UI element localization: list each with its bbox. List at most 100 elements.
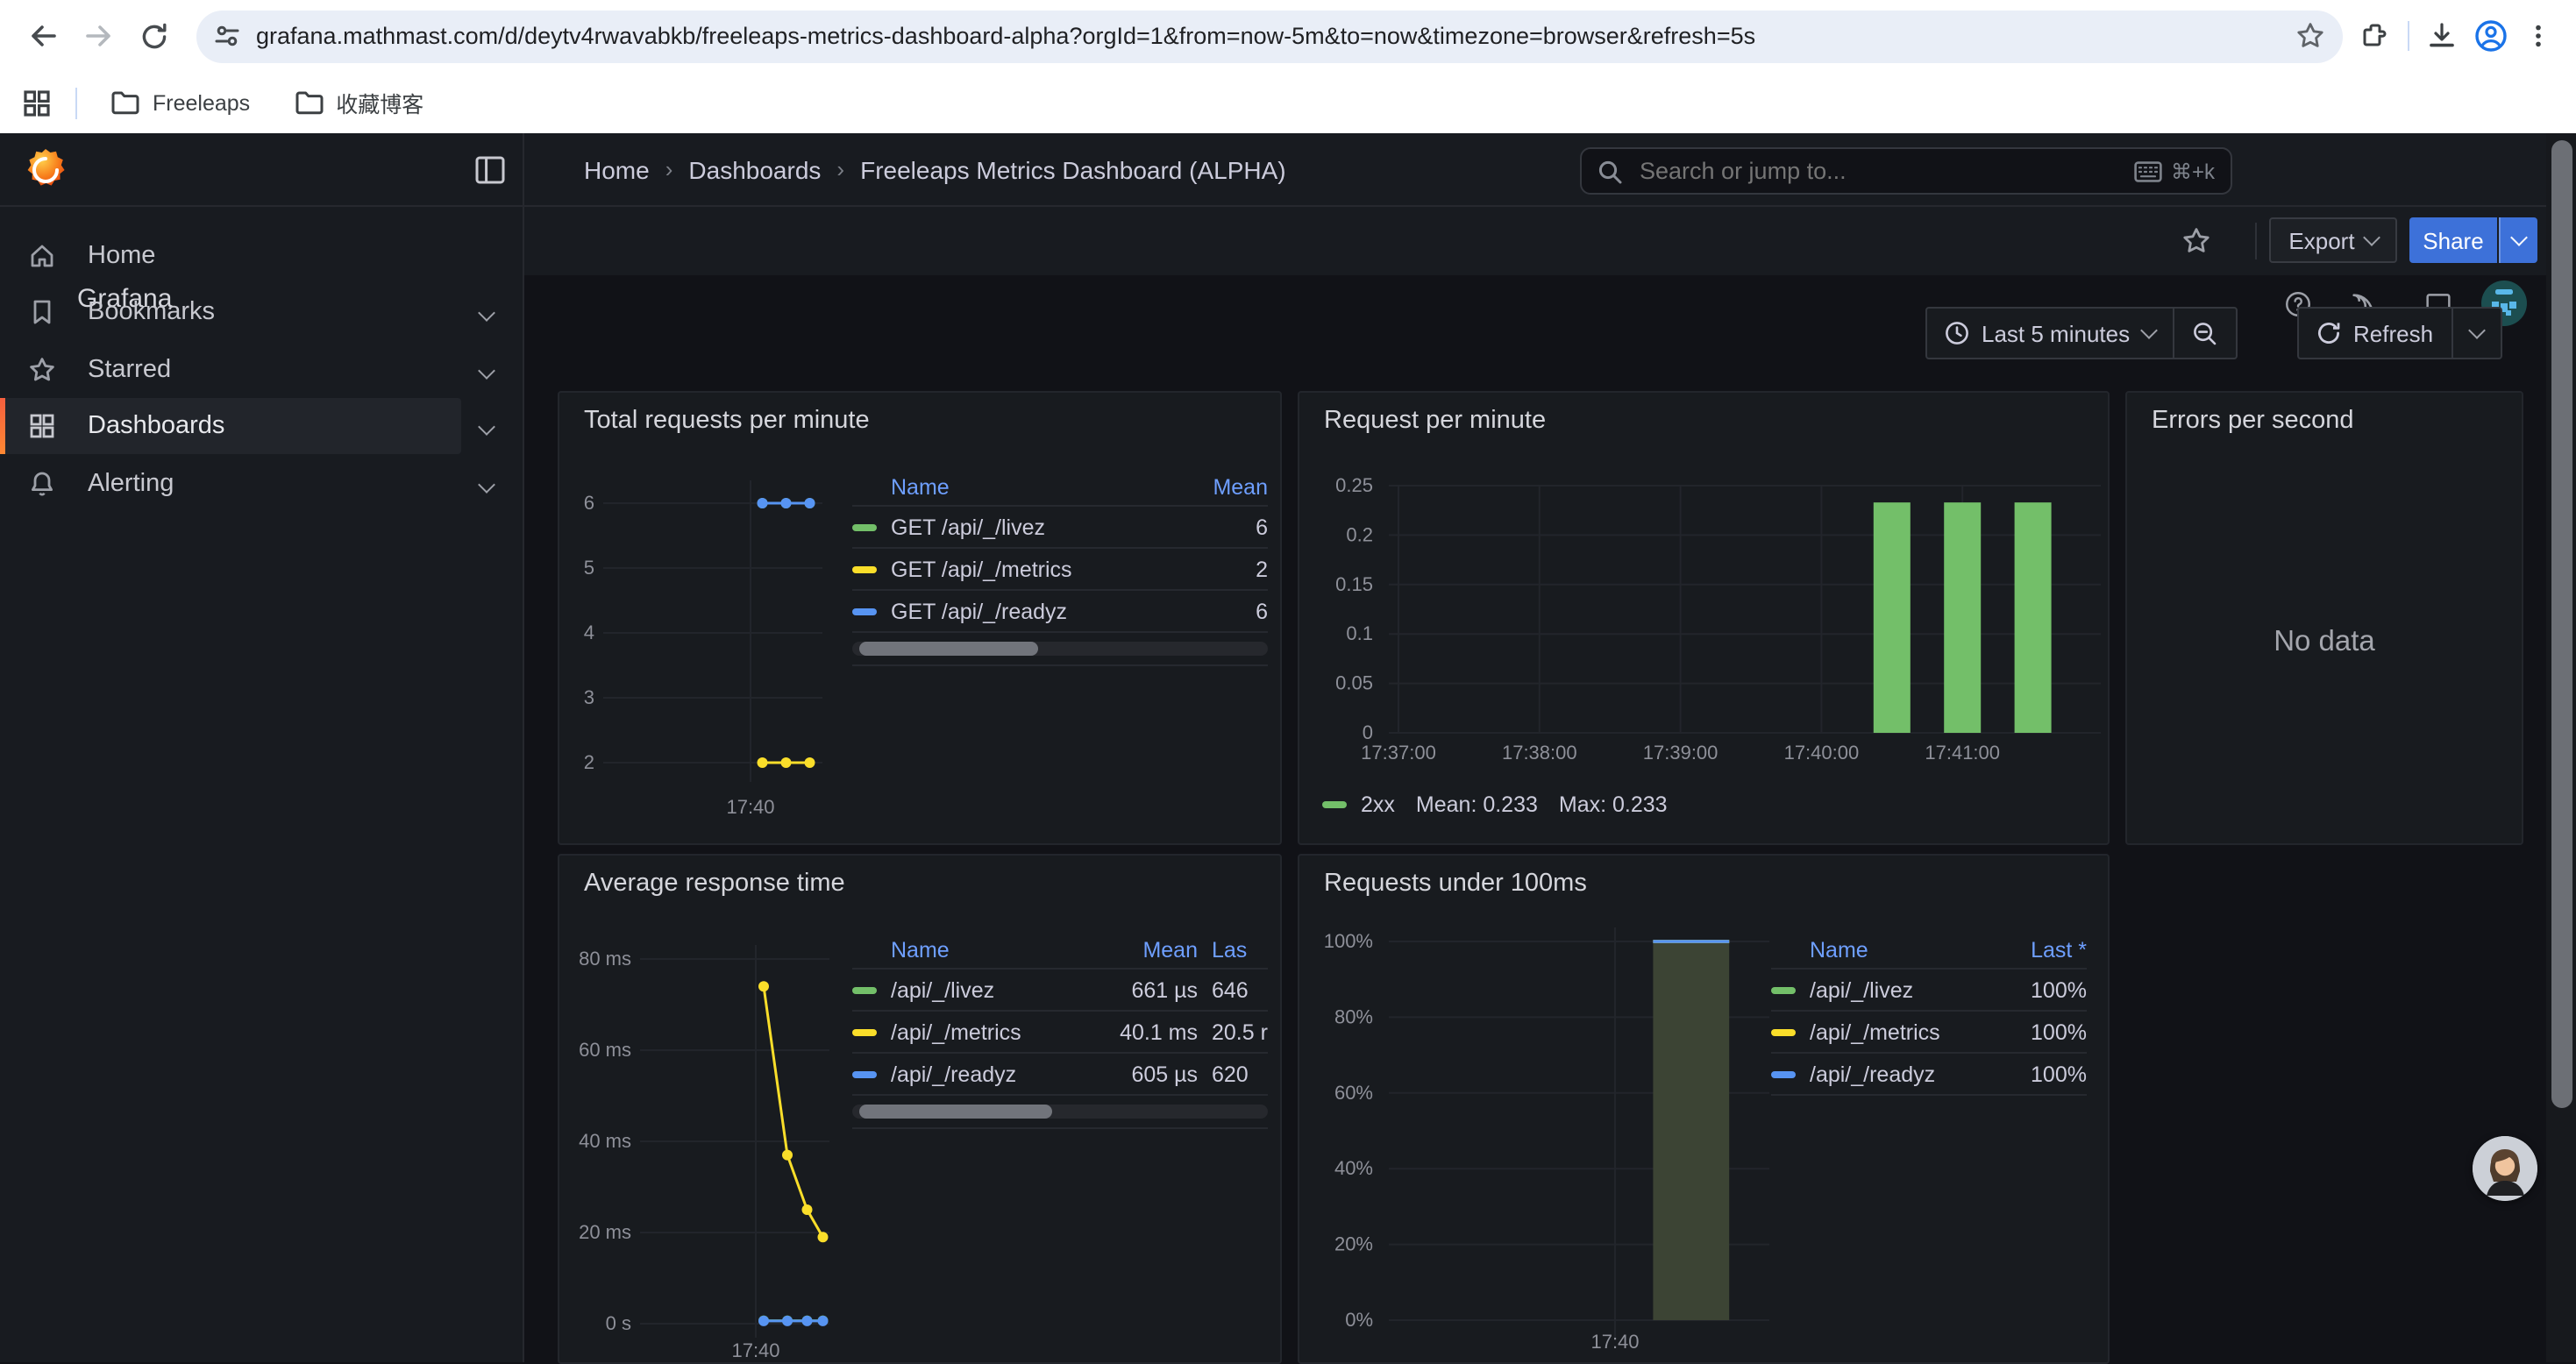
svg-text:17:38:00: 17:38:00: [1502, 742, 1577, 764]
sidebar-item-starred[interactable]: Starred: [0, 342, 524, 398]
floating-avatar[interactable]: [2473, 1136, 2537, 1201]
series-color-chip[interactable]: [1322, 801, 1347, 808]
svg-text:80 ms: 80 ms: [579, 948, 631, 970]
no-data-message: No data: [2127, 626, 2522, 659]
series-color-chip[interactable]: [852, 986, 877, 993]
sidebar-item-label: Home: [88, 242, 524, 270]
star-icon: [28, 356, 56, 384]
sidebar-item-dashboards[interactable]: Dashboards: [0, 398, 524, 454]
url-bar[interactable]: grafana.mathmast.com/d/deytv4rwavabkb/fr…: [196, 10, 2343, 62]
refresh-interval-dropdown[interactable]: [2452, 309, 2500, 358]
series-color-chip[interactable]: [852, 1070, 877, 1077]
table-scrollbar[interactable]: [852, 642, 1268, 656]
panel-title[interactable]: Total requests per minute: [584, 407, 870, 435]
apps-grid-icon[interactable]: [21, 87, 53, 118]
share-button[interactable]: Share: [2409, 217, 2497, 263]
page-scrollbar-thumb[interactable]: [2551, 140, 2572, 1108]
url-text: grafana.mathmast.com/d/deytv4rwavabkb/fr…: [256, 23, 2280, 49]
refresh-icon: [2316, 321, 2341, 345]
active-item-indicator: [0, 398, 5, 454]
series-color-chip[interactable]: [1771, 986, 1796, 993]
star-dashboard-icon[interactable]: [2181, 226, 2211, 256]
series-color-chip[interactable]: [852, 1028, 877, 1035]
table-row[interactable]: /api/_/livez 100%: [1771, 970, 2087, 1012]
table-row[interactable]: GET /api/_/readyz 6: [852, 591, 1268, 633]
sidebar-item-bookmarks[interactable]: Bookmarks: [0, 284, 524, 340]
back-button[interactable]: [18, 11, 67, 60]
table-bottom-border: [852, 1127, 1268, 1129]
scrollbar-thumb[interactable]: [859, 1105, 1052, 1119]
scrollbar-thumb[interactable]: [859, 642, 1038, 656]
sidebar-toggle-icon[interactable]: [475, 156, 505, 184]
series-color-chip[interactable]: [852, 565, 877, 572]
legend-series-name: 2xx: [1361, 792, 1395, 817]
profile-icon[interactable]: [2474, 19, 2508, 53]
chevron-down-icon[interactable]: [478, 417, 495, 435]
refresh-button[interactable]: Refresh: [2299, 309, 2451, 358]
svg-text:5: 5: [584, 557, 594, 579]
chevron-down-icon[interactable]: [478, 361, 495, 379]
series-color-chip[interactable]: [1771, 1028, 1796, 1035]
table-row[interactable]: /api/_/readyz 100%: [1771, 1054, 2087, 1096]
search-box[interactable]: ⌘+k: [1580, 147, 2232, 195]
breadcrumb-dashboards[interactable]: Dashboards: [688, 155, 821, 183]
bookmark-folder-freeleaps[interactable]: Freeleaps: [100, 84, 260, 121]
chevron-down-icon[interactable]: [478, 303, 495, 321]
series-color-chip[interactable]: [852, 523, 877, 530]
time-range-label[interactable]: Last 5 minutes: [1927, 309, 2172, 358]
refresh-controls: Refresh: [2297, 307, 2501, 359]
header-divider: [524, 205, 2546, 207]
search-shortcut: ⌘+k: [2134, 159, 2215, 183]
panel-legend-table: Name Mean GET /api/_/livez 6 GET /api/_/…: [852, 468, 1268, 666]
breadcrumb-separator: ›: [665, 156, 673, 182]
panel-title[interactable]: Average response time: [584, 870, 845, 898]
time-range-picker[interactable]: Last 5 minutes: [1925, 307, 2237, 359]
zoom-out-button[interactable]: [2174, 309, 2235, 358]
table-header[interactable]: Name Mean: [852, 468, 1268, 507]
sidebar-item-alerting[interactable]: Alerting: [0, 456, 524, 512]
svg-text:0.2: 0.2: [1346, 523, 1373, 545]
panel-avg-response-time: 80 ms60 ms40 ms20 ms0 s17:40 Average res…: [558, 854, 1282, 1364]
grafana-logo[interactable]: [23, 147, 68, 193]
panel-title[interactable]: Request per minute: [1324, 407, 1546, 435]
reload-button[interactable]: [130, 11, 179, 60]
bookmark-folder-blogs[interactable]: 收藏博客: [283, 81, 434, 124]
bookmark-star-icon[interactable]: [2295, 21, 2325, 51]
svg-text:17:40:00: 17:40:00: [1784, 742, 1860, 764]
extensions-icon[interactable]: [2360, 21, 2390, 51]
table-row[interactable]: /api/_/livez 661 µs 646: [852, 970, 1268, 1012]
sidebar-item-home[interactable]: Home: [0, 228, 524, 284]
panel-title[interactable]: Errors per second: [2152, 407, 2354, 435]
table-row[interactable]: /api/_/readyz 605 µs 620: [852, 1054, 1268, 1096]
svg-text:0: 0: [1363, 721, 1373, 743]
table-scrollbar[interactable]: [852, 1105, 1268, 1119]
search-input[interactable]: [1636, 156, 2120, 186]
table-row[interactable]: /api/_/metrics 40.1 ms 20.5 r: [852, 1012, 1268, 1054]
breadcrumb-home[interactable]: Home: [584, 155, 650, 183]
table-row[interactable]: GET /api/_/livez 6: [852, 507, 1268, 549]
table-row[interactable]: /api/_/metrics 100%: [1771, 1012, 2087, 1054]
sidebar-item-label: Bookmarks: [88, 298, 480, 326]
table-header[interactable]: Name Last *: [1771, 931, 2087, 970]
table-row[interactable]: GET /api/_/metrics 2: [852, 549, 1268, 591]
download-icon[interactable]: [2427, 21, 2457, 51]
series-color-chip[interactable]: [852, 607, 877, 615]
table-header[interactable]: Name Mean Las: [852, 931, 1268, 970]
chevron-down-icon[interactable]: [478, 475, 495, 493]
folder-icon: [110, 89, 140, 116]
svg-text:100%: 100%: [1324, 930, 1373, 952]
share-dropdown-button[interactable]: [2499, 217, 2537, 263]
sidebar-item-label: Alerting: [88, 470, 480, 498]
series-color-chip[interactable]: [1771, 1070, 1796, 1077]
panel-title[interactable]: Requests under 100ms: [1324, 870, 1587, 898]
dashboards-grid-icon: [28, 412, 56, 440]
chart-legend[interactable]: 2xx Mean: 0.233 Max: 0.233: [1322, 792, 1668, 817]
svg-text:17:40: 17:40: [731, 1339, 779, 1361]
menu-kebab-icon[interactable]: [2525, 23, 2551, 49]
forward-button[interactable]: [74, 11, 123, 60]
browser-toolbar: grafana.mathmast.com/d/deytv4rwavabkb/fr…: [0, 0, 2576, 72]
svg-text:0.15: 0.15: [1335, 573, 1373, 595]
back-arrow-icon: [27, 21, 57, 51]
export-button[interactable]: Export: [2269, 217, 2397, 263]
page-scrollbar[interactable]: [2546, 133, 2576, 1362]
